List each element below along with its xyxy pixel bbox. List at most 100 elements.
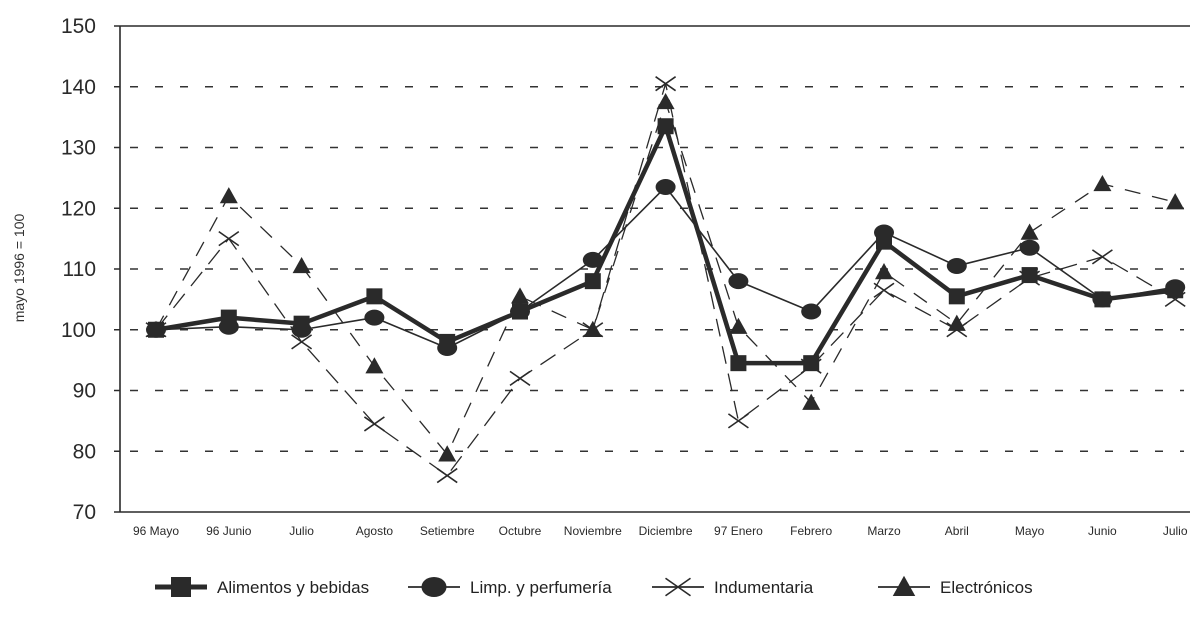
- x-marker-stroke: [509, 370, 531, 387]
- data-point-square: [584, 273, 601, 290]
- x-marker-stroke: [363, 416, 385, 432]
- data-point-triangle: [438, 445, 457, 462]
- data-point-x: [727, 413, 749, 429]
- x-tick-label: Junio: [1088, 524, 1117, 538]
- x-marker-stroke: [655, 76, 677, 92]
- x-tick-label: 96 Junio: [206, 524, 252, 538]
- y-tick-label: 90: [73, 380, 96, 403]
- data-point-triangle: [947, 314, 966, 331]
- data-point-circle: [1019, 239, 1040, 256]
- data-point-triangle: [1093, 174, 1112, 192]
- x-marker-stroke: [1091, 249, 1113, 265]
- data-point-triangle: [656, 92, 675, 110]
- y-tick-label: 110: [63, 258, 96, 281]
- data-point-x: [946, 322, 968, 338]
- y-axis-label: mayo 1996 = 100: [11, 214, 27, 323]
- legend-label: Indumentaria: [714, 578, 814, 597]
- data-point-square: [293, 315, 310, 332]
- x-marker-stroke: [946, 322, 968, 338]
- circle-marker: [421, 577, 447, 597]
- x-tick-label: 96 Mayo: [133, 524, 179, 538]
- data-point-square: [730, 355, 747, 372]
- data-point-square: [439, 333, 456, 350]
- data-point-square: [657, 118, 674, 135]
- legend: Alimentos y bebidas Limp. y perfumería Ind…: [155, 575, 1033, 597]
- x-tick-label: Noviembre: [564, 524, 622, 538]
- data-point-circle: [728, 273, 749, 290]
- x-marker-stroke: [582, 322, 604, 338]
- x-marker-stroke: [218, 230, 240, 247]
- y-tick-label: 100: [61, 319, 96, 342]
- x-marker-stroke: [436, 467, 458, 484]
- data-point-triangle: [729, 317, 748, 334]
- data-point-triangle: [875, 263, 893, 280]
- data-point-triangle: [511, 287, 529, 304]
- data-point-triangle: [292, 256, 311, 274]
- x-tick-label: Setiembre: [420, 524, 475, 538]
- x-tick-label: Diciembre: [639, 524, 693, 538]
- x-marker-stroke: [727, 413, 749, 429]
- triangle-marker: [892, 575, 916, 596]
- y-tick-label: 140: [61, 76, 96, 99]
- data-point-x: [1091, 249, 1113, 265]
- data-point-square: [512, 303, 528, 320]
- square-marker: [171, 577, 191, 597]
- data-point-square: [1094, 291, 1111, 308]
- series-markers: [145, 76, 1186, 484]
- data-point-square: [803, 355, 820, 372]
- y-tick-label: 130: [61, 137, 96, 160]
- data-point-square: [366, 288, 383, 305]
- data-point-x: [582, 322, 604, 338]
- y-tick-label: 80: [73, 440, 96, 463]
- x-tick-label: Julio: [1163, 524, 1188, 538]
- x-tick-label: Marzo: [867, 524, 901, 538]
- data-point-triangle: [219, 187, 238, 204]
- data-point-x: [291, 334, 313, 350]
- x-marker-stroke: [291, 334, 313, 350]
- data-point-x: [873, 282, 895, 298]
- data-point-square: [948, 288, 965, 305]
- data-point-triangle: [1020, 223, 1039, 240]
- data-point-circle: [801, 303, 822, 320]
- data-point-x: [436, 467, 458, 484]
- data-point-circle: [946, 257, 967, 274]
- y-tick-label: 150: [61, 15, 96, 38]
- data-point-x: [509, 370, 531, 387]
- x-marker-stroke: [665, 577, 691, 597]
- data-point-square: [1021, 267, 1038, 284]
- x-tick-label: Julio: [289, 524, 314, 538]
- legend-label: Electrónicos: [940, 578, 1033, 597]
- data-point-square: [1167, 282, 1184, 299]
- data-point-triangle: [1166, 193, 1185, 210]
- data-point-x: [363, 416, 385, 432]
- legend-label: Limp. y perfumería: [470, 578, 612, 597]
- data-point-circle: [582, 251, 603, 268]
- x-marker: [665, 577, 691, 597]
- data-point-square: [876, 233, 892, 250]
- y-tick-label: 120: [61, 197, 96, 220]
- x-tick-label: Mayo: [1015, 524, 1045, 538]
- legend-label: Alimentos y bebidas: [217, 578, 369, 597]
- legend-item: Electrónicos: [878, 575, 1033, 597]
- x-tick-label: Febrero: [790, 524, 832, 538]
- data-point-triangle: [365, 357, 384, 374]
- x-marker-stroke: [873, 282, 895, 298]
- data-point-x: [655, 76, 677, 92]
- data-point-triangle: [802, 393, 821, 410]
- x-tick-label: Octubre: [499, 524, 542, 538]
- data-point-square: [148, 321, 164, 338]
- x-tick-label: 97 Enero: [714, 524, 763, 538]
- legend-item: Alimentos y bebidas: [155, 577, 369, 597]
- data-point-x: [218, 230, 240, 247]
- data-point-circle: [364, 309, 385, 326]
- y-tick-label: 70: [73, 501, 96, 524]
- legend-item: Indumentaria: [652, 577, 814, 597]
- data-point-circle: [655, 178, 676, 195]
- x-tick-label: Abril: [945, 524, 969, 538]
- data-point-square: [220, 309, 237, 326]
- axes: [114, 25, 1190, 513]
- x-tick-label: Agosto: [356, 524, 394, 538]
- x-tick-labels: 96 Mayo 96 Junio Julio Agosto Setiembre Octub…: [133, 524, 1188, 538]
